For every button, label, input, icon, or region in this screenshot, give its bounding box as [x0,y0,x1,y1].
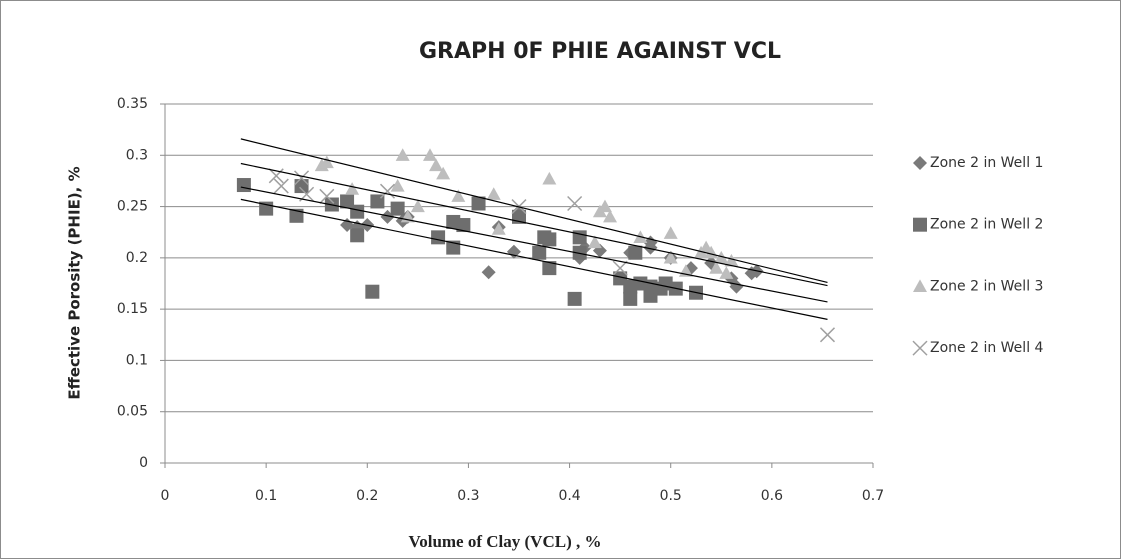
y-tick-label: 0.25 [117,199,148,215]
data-point [623,291,638,306]
data-point [542,232,557,247]
data-point [390,201,405,216]
y-tick-label: 0 [139,455,148,471]
x-tick-label: 0 [161,488,170,504]
chart-title: GRAPH 0F PHIE AGAINST VCL [419,39,781,64]
x-tick-label: 0.5 [660,488,682,504]
legend-label: Zone 2 in Well 3 [930,278,1043,294]
data-point [532,245,547,260]
data-point [663,250,678,264]
trendline [240,198,828,320]
data-point [481,265,496,280]
data-point [422,148,437,161]
trendline [240,162,828,287]
legend-label: Zone 2 in Well 4 [930,340,1044,356]
x-tick-label: 0.1 [255,488,277,504]
y-tick-label: 0.1 [126,352,148,368]
x-tick-label: 0.4 [558,488,580,504]
y-tick-label: 0.15 [117,301,148,317]
data-point [294,170,310,186]
x-axis-title: Volume of Clay (VCL) , % [409,532,602,551]
data-point [572,245,587,260]
data-point [628,245,643,260]
legend-label: Zone 2 in Well 2 [930,217,1043,233]
data-point [395,148,410,161]
data-point [451,189,466,202]
data-point [709,261,724,274]
data-point [319,155,334,169]
data-point [597,199,612,213]
data-point [294,179,309,194]
x-tick-label: 0.7 [862,488,884,504]
data-point [819,327,836,343]
trendline [240,138,828,284]
data-point [603,209,618,223]
trendline [240,186,828,303]
data-point [319,188,335,204]
data-point [436,166,451,180]
legend-marker [913,217,927,232]
data-point [471,196,486,211]
data-point [273,178,289,194]
data-point [365,284,380,299]
legend-marker [912,340,928,356]
data-point [612,260,628,276]
data-point [663,226,678,239]
data-point [350,204,365,219]
data-point [724,253,739,267]
y-axis-title: Effective Porosity (PHIE), % [66,166,84,399]
data-point [390,179,405,192]
data-point [719,266,734,279]
y-tick-label: 0.3 [126,147,148,163]
data-point [643,235,658,250]
data-point [431,230,446,245]
x-tick-label: 0.3 [457,488,479,504]
legend-marker [913,156,927,170]
x-tick-label: 0.6 [761,488,783,504]
data-point [289,208,304,223]
data-point [236,178,251,193]
data-point [429,158,444,172]
data-point [345,182,360,195]
data-point [587,235,602,249]
data-point [567,291,582,306]
data-point [379,183,396,199]
data-point [542,171,557,185]
y-tick-label: 0.35 [117,96,148,112]
data-point [268,168,284,184]
data-point [350,228,365,243]
data-point [456,218,471,233]
y-tick-label: 0.2 [126,250,148,266]
data-point [410,199,425,213]
data-point [486,187,501,200]
data-point [491,222,506,235]
data-point [714,250,729,264]
data-point [506,244,521,259]
legend-label: Zone 2 in Well 1 [930,155,1043,171]
data-point [567,195,583,212]
data-point [542,261,557,276]
x-tick-label: 0.2 [356,488,378,504]
legend-marker [913,279,927,292]
y-tick-label: 0.05 [117,404,148,420]
